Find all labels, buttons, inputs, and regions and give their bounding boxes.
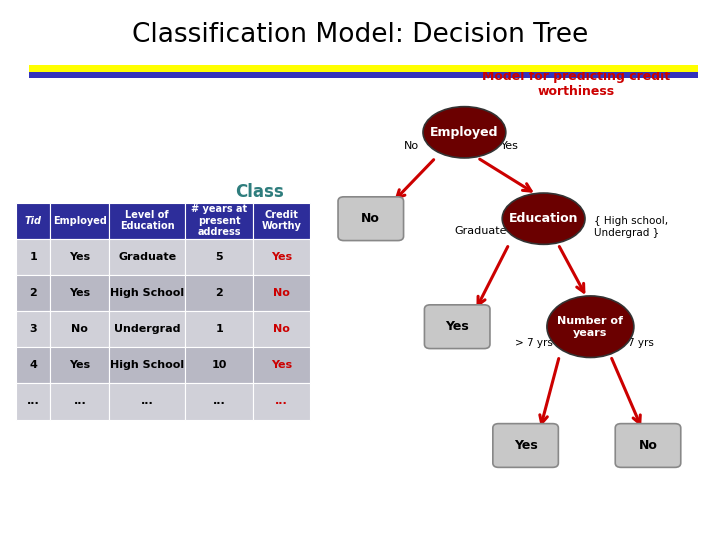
FancyBboxPatch shape <box>185 311 253 347</box>
FancyBboxPatch shape <box>16 202 50 239</box>
FancyBboxPatch shape <box>29 72 698 78</box>
FancyBboxPatch shape <box>425 305 490 349</box>
FancyBboxPatch shape <box>50 383 109 420</box>
Text: 10: 10 <box>212 360 227 370</box>
Text: Classification Model: Decision Tree: Classification Model: Decision Tree <box>132 22 588 48</box>
FancyBboxPatch shape <box>253 347 310 383</box>
Text: Credit
Worthy: Credit Worthy <box>261 210 302 231</box>
FancyBboxPatch shape <box>29 65 698 72</box>
Text: ...: ... <box>73 396 86 407</box>
Text: ...: ... <box>27 396 40 407</box>
FancyBboxPatch shape <box>16 239 50 275</box>
FancyBboxPatch shape <box>492 423 559 467</box>
Text: Employed: Employed <box>53 215 107 226</box>
FancyBboxPatch shape <box>253 311 310 347</box>
Text: 1: 1 <box>215 324 223 334</box>
FancyBboxPatch shape <box>253 239 310 275</box>
Text: Yes: Yes <box>69 360 91 370</box>
FancyBboxPatch shape <box>185 383 253 420</box>
Text: Yes: Yes <box>501 141 518 151</box>
Text: Model for predicting credit
worthiness: Model for predicting credit worthiness <box>482 70 670 98</box>
Text: Yes: Yes <box>69 252 91 262</box>
Text: ...: ... <box>141 396 153 407</box>
Text: 4: 4 <box>30 360 37 370</box>
Text: ...: ... <box>275 396 288 407</box>
FancyBboxPatch shape <box>50 239 109 275</box>
FancyBboxPatch shape <box>50 275 109 311</box>
Text: No: No <box>403 141 419 151</box>
Text: No: No <box>273 288 290 298</box>
Text: > 7 yrs: > 7 yrs <box>516 338 553 348</box>
Text: Number of
years: Number of years <box>557 316 624 338</box>
Text: < 7 yrs: < 7 yrs <box>616 338 654 348</box>
FancyBboxPatch shape <box>109 202 185 239</box>
FancyBboxPatch shape <box>185 239 253 275</box>
FancyBboxPatch shape <box>253 383 310 420</box>
Text: Tid: Tid <box>24 215 42 226</box>
Text: Undergrad: Undergrad <box>114 324 181 334</box>
FancyBboxPatch shape <box>338 197 403 241</box>
Text: Yes: Yes <box>271 360 292 370</box>
Text: Education: Education <box>509 212 578 225</box>
FancyBboxPatch shape <box>185 275 253 311</box>
FancyBboxPatch shape <box>615 423 681 467</box>
Text: Class: Class <box>235 183 284 201</box>
Text: # years at
present
address: # years at present address <box>192 204 247 237</box>
Text: No: No <box>639 439 657 452</box>
FancyBboxPatch shape <box>185 347 253 383</box>
FancyBboxPatch shape <box>16 383 50 420</box>
FancyBboxPatch shape <box>253 202 310 239</box>
Text: { High school,
Undergrad }: { High school, Undergrad } <box>594 215 668 238</box>
Text: ...: ... <box>213 396 225 407</box>
FancyBboxPatch shape <box>253 275 310 311</box>
Text: Graduate: Graduate <box>454 226 506 235</box>
Text: Yes: Yes <box>271 252 292 262</box>
FancyBboxPatch shape <box>16 275 50 311</box>
Text: 2: 2 <box>30 288 37 298</box>
Text: No: No <box>273 324 290 334</box>
Text: Level of
Education: Level of Education <box>120 210 174 231</box>
Text: Yes: Yes <box>514 439 537 452</box>
Text: 5: 5 <box>215 252 223 262</box>
Text: Yes: Yes <box>69 288 91 298</box>
Text: Yes: Yes <box>446 320 469 333</box>
FancyBboxPatch shape <box>185 202 253 239</box>
Text: 2: 2 <box>215 288 223 298</box>
Text: High School: High School <box>110 288 184 298</box>
FancyBboxPatch shape <box>109 275 185 311</box>
Ellipse shape <box>423 107 505 158</box>
Text: 3: 3 <box>30 324 37 334</box>
FancyBboxPatch shape <box>50 311 109 347</box>
FancyBboxPatch shape <box>50 347 109 383</box>
FancyBboxPatch shape <box>109 239 185 275</box>
Text: 1: 1 <box>30 252 37 262</box>
FancyBboxPatch shape <box>109 347 185 383</box>
Ellipse shape <box>503 193 585 244</box>
FancyBboxPatch shape <box>50 202 109 239</box>
Text: No: No <box>361 212 380 225</box>
FancyBboxPatch shape <box>109 311 185 347</box>
Text: Graduate: Graduate <box>118 252 176 262</box>
FancyBboxPatch shape <box>109 383 185 420</box>
FancyBboxPatch shape <box>16 311 50 347</box>
Text: Employed: Employed <box>430 126 499 139</box>
FancyBboxPatch shape <box>16 347 50 383</box>
Text: No: No <box>71 324 89 334</box>
Ellipse shape <box>547 296 634 357</box>
Text: High School: High School <box>110 360 184 370</box>
